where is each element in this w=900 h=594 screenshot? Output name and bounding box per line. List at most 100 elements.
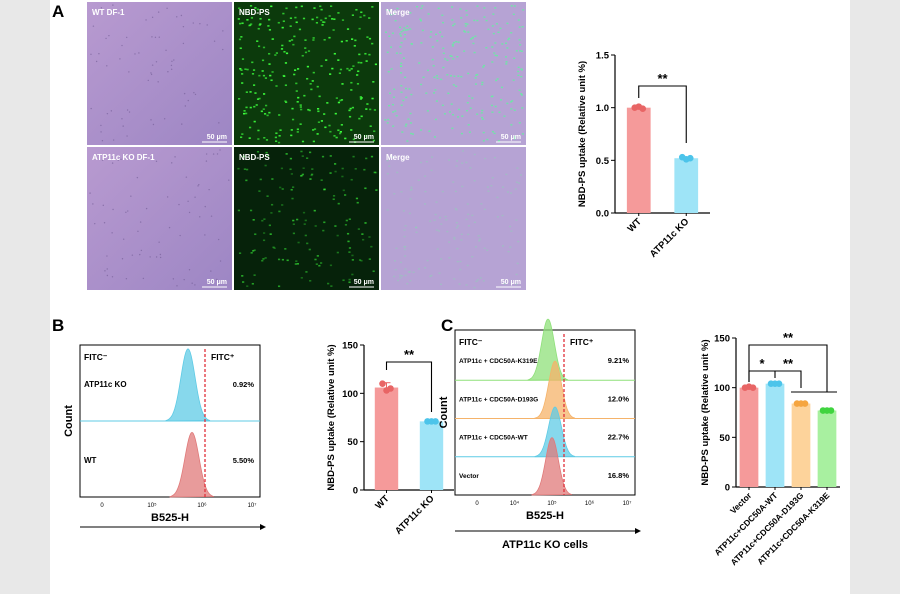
fluorescent-cell	[284, 101, 288, 104]
cell-speck	[174, 156, 176, 158]
fluorescent-cell	[275, 85, 278, 87]
merged-cell	[431, 46, 434, 48]
micrograph-caption: NBD-PS	[239, 153, 270, 162]
cell-speck	[142, 277, 145, 280]
cell-speck	[191, 282, 193, 284]
fluorescent-cell	[268, 18, 271, 21]
fluorescent-cell	[312, 140, 315, 143]
cell-speck	[222, 48, 224, 51]
fluorescent-cell	[358, 117, 361, 120]
fluorescent-cell	[353, 45, 356, 47]
merged-cell	[443, 113, 446, 115]
merged-cell	[395, 52, 398, 54]
merged-cell	[475, 280, 478, 283]
merged-cell	[507, 250, 510, 253]
fluorescent-cell	[295, 6, 298, 9]
fluorescent-cell	[252, 250, 255, 252]
merged-cell	[440, 223, 443, 225]
fluorescent-cell	[274, 54, 277, 56]
fluorescent-cell	[265, 139, 269, 141]
merged-cell	[520, 93, 523, 95]
gate-label-negative: FITC⁻	[459, 337, 483, 347]
fluorescent-cell	[281, 44, 284, 47]
fluorescent-cell	[292, 219, 295, 222]
fluorescent-cell	[332, 29, 335, 31]
merged-cell	[430, 169, 433, 172]
merged-cell	[461, 185, 464, 188]
merged-cell	[482, 66, 485, 68]
merged-cell	[429, 275, 432, 278]
fluorescent-cell	[256, 40, 259, 42]
fluorescent-cell	[264, 104, 268, 107]
merged-cell	[424, 267, 427, 269]
gate-label-positive: FITC⁺	[570, 337, 594, 347]
fluorescent-cell	[308, 248, 311, 251]
fluorescent-cell	[284, 100, 287, 103]
significance-label: **	[657, 71, 668, 86]
fluorescent-cell	[258, 74, 261, 77]
fluorescent-cell	[261, 219, 264, 222]
track-label: ATP11c + CDC50A-WT	[459, 435, 528, 442]
merged-cell	[517, 240, 520, 243]
fluorescent-cell	[350, 81, 353, 84]
merged-cell	[483, 64, 486, 67]
merged-cell	[400, 85, 403, 87]
merged-cell	[393, 12, 396, 15]
y-tick-label: 100	[714, 383, 730, 394]
cell-speck	[113, 11, 116, 13]
fluorescent-cell	[263, 136, 266, 139]
merged-cell	[474, 77, 477, 79]
fluorescent-cell	[366, 36, 369, 38]
cell-speck	[128, 71, 130, 73]
fluorescent-cell	[250, 17, 254, 19]
fluorescent-cell	[281, 258, 285, 261]
fluorescent-cell	[284, 248, 287, 250]
merged-cell	[483, 16, 486, 18]
merged-cell	[414, 226, 417, 229]
merged-cell	[471, 97, 474, 99]
merged-cell	[446, 230, 449, 233]
merged-cell	[520, 174, 523, 176]
fluorescent-cell	[355, 197, 359, 200]
merged-cell	[515, 219, 518, 221]
fluorescent-cell	[280, 167, 284, 170]
fluorescent-cell	[335, 136, 338, 139]
track-percent: 0.92%	[233, 380, 255, 389]
fluorescent-cell	[371, 6, 374, 8]
micrograph-4: ATP11c KO DF-1 50 μm	[87, 147, 232, 290]
cell-speck	[183, 92, 186, 95]
fluorescent-cell	[328, 124, 331, 127]
y-axis-label: Count	[63, 405, 75, 437]
fluorescent-cell	[241, 275, 244, 277]
fluorescent-cell	[350, 178, 353, 181]
fluorescent-cell	[289, 25, 292, 27]
cell-speck	[182, 42, 185, 45]
fluorescent-cell	[241, 58, 245, 60]
merged-cell	[494, 105, 497, 108]
merged-cell	[387, 118, 390, 121]
merged-cell	[505, 42, 508, 44]
merged-cell	[478, 238, 481, 240]
fluorescent-cell	[326, 102, 329, 104]
fluorescent-cell	[351, 254, 354, 257]
merged-cell	[465, 218, 468, 221]
y-tick-label: 100	[342, 389, 358, 400]
cell-speck	[194, 93, 197, 96]
merged-cell	[510, 192, 513, 194]
fluorescent-cell	[263, 218, 266, 220]
merged-cell	[473, 221, 476, 224]
cell-speck	[212, 153, 215, 155]
fluorescent-cell	[261, 259, 264, 262]
fluorescent-cell	[274, 136, 277, 139]
merged-cell	[457, 225, 460, 227]
merged-cell	[436, 77, 439, 80]
merged-cell	[402, 29, 405, 32]
fluorescent-cell	[330, 5, 333, 7]
y-tick-label: 50	[719, 433, 730, 444]
fluorescent-cell	[304, 47, 307, 49]
cell-speck	[126, 36, 128, 39]
fluorescent-cell	[351, 106, 355, 109]
merged-cell	[451, 6, 454, 8]
fluorescent-cell	[315, 263, 318, 265]
merged-cell	[458, 108, 461, 111]
